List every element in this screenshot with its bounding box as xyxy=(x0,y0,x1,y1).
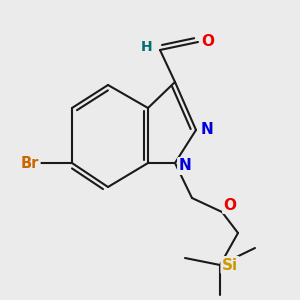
Text: N: N xyxy=(178,158,191,173)
Text: H: H xyxy=(140,40,152,54)
Text: Br: Br xyxy=(21,155,39,170)
Text: N: N xyxy=(201,122,213,137)
Text: O: O xyxy=(224,197,236,212)
Text: O: O xyxy=(202,34,214,50)
Text: Si: Si xyxy=(222,257,238,272)
